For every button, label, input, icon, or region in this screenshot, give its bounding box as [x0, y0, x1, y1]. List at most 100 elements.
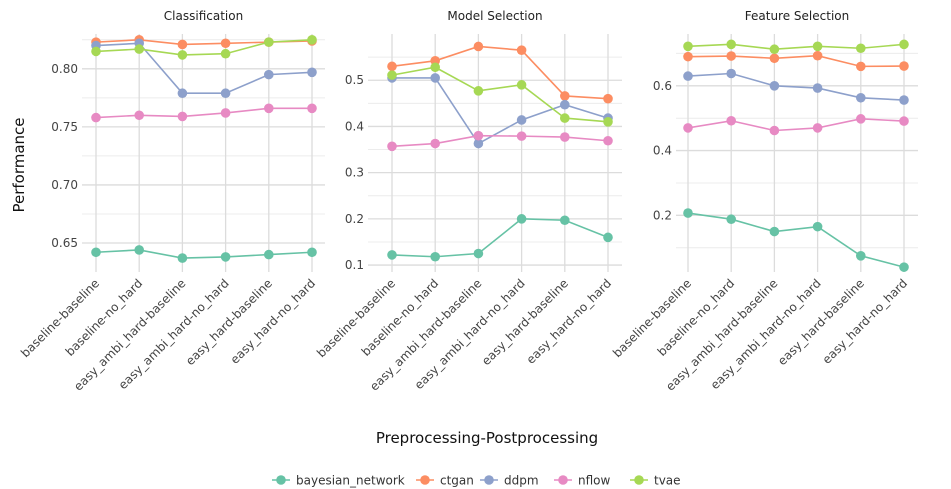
- data-point-bayesian_network: [899, 262, 909, 272]
- y-tick-label: 0.4: [345, 119, 364, 133]
- data-point-nflow: [899, 116, 909, 126]
- x-tick-label: easy_hard-no_hard: [524, 276, 614, 366]
- data-point-bayesian_network: [387, 250, 397, 260]
- data-point-nflow: [683, 123, 693, 133]
- data-point-ctgan: [726, 51, 736, 61]
- y-tick-label: 0.80: [51, 62, 78, 76]
- series-line-bayesian_network: [95, 249, 313, 259]
- x-tick-label: baseline-no_hard: [655, 276, 738, 359]
- legend-label: ctgan: [440, 474, 474, 488]
- data-point-ctgan: [812, 50, 823, 61]
- x-tick-label: baseline-baseline: [18, 276, 102, 360]
- data-point-tvae: [516, 80, 527, 90]
- data-point-tvae: [560, 113, 570, 123]
- series-line-nflow: [391, 134, 609, 148]
- series-line-ddpm: [687, 72, 905, 101]
- x-tick-label: easy_hard-no_hard: [228, 276, 318, 366]
- x-tick-label: baseline-no_hard: [359, 276, 442, 359]
- data-point-ctgan: [473, 41, 484, 52]
- legend-label: ddpm: [504, 474, 539, 488]
- x-tick-label: easy_hard-no_hard: [820, 276, 910, 366]
- x-tick-label: baseline-baseline: [610, 276, 694, 360]
- data-point-tvae: [307, 35, 317, 45]
- y-tick-label: 0.2: [345, 212, 364, 226]
- panel-0: 0.65 0.70 0.75 0.80 Classification baseline-b…: [18, 9, 325, 394]
- data-point-bayesian_network: [560, 215, 570, 226]
- data-point-ctgan: [177, 39, 188, 50]
- data-point-ctgan: [899, 61, 909, 71]
- y-tick-label: 0.5: [345, 73, 364, 87]
- data-point-nflow: [726, 115, 736, 126]
- legend-label: tvae: [654, 474, 681, 488]
- legend-item-bayesian_network: bayesian_network: [272, 474, 405, 488]
- y-axis-label: Performance: [10, 117, 28, 212]
- data-point-tvae: [220, 48, 231, 59]
- data-point-ctgan: [856, 61, 866, 72]
- data-point-bayesian_network: [516, 214, 527, 224]
- panel-2: 0.2 0.4 0.6 Feature Selection baseline-basel…: [610, 9, 918, 394]
- data-point-tvae: [726, 39, 736, 50]
- data-point-tvae: [264, 37, 274, 47]
- data-point-bayesian_network: [769, 226, 780, 237]
- y-tick-label: 0.65: [51, 236, 78, 250]
- series-line-nflow: [687, 118, 905, 132]
- data-point-bayesian_network: [307, 247, 317, 258]
- data-point-bayesian_network: [177, 253, 188, 263]
- series-line-bayesian_network: [391, 218, 609, 258]
- legend-item-ddpm: ddpm: [480, 474, 539, 488]
- series-line-ctgan: [391, 45, 609, 100]
- y-tick-label: 0.1: [345, 258, 364, 272]
- data-point-nflow: [264, 103, 274, 114]
- data-point-ctgan: [603, 93, 613, 104]
- data-point-ddpm: [177, 88, 188, 99]
- data-point-bayesian_network: [812, 221, 823, 232]
- series-line-tvae: [391, 66, 609, 123]
- data-point-tvae: [856, 43, 866, 54]
- data-point-ctgan: [683, 51, 693, 62]
- data-point-ctgan: [220, 38, 231, 49]
- data-point-ddpm: [220, 88, 231, 99]
- data-point-tvae: [430, 62, 441, 73]
- y-tick-label: 0.70: [51, 178, 78, 192]
- data-point-bayesian_network: [264, 249, 274, 260]
- chart-panels: 0.65 0.70 0.75 0.80 Classification baseline-b…: [18, 9, 918, 394]
- data-point-bayesian_network: [683, 208, 693, 218]
- data-point-ctgan: [387, 61, 397, 72]
- data-point-nflow: [560, 132, 570, 142]
- data-point-nflow: [220, 108, 231, 118]
- legend-item-ctgan: ctgan: [416, 474, 474, 488]
- data-point-nflow: [177, 111, 188, 122]
- data-point-bayesian_network: [430, 251, 441, 262]
- series-line-bayesian_network: [687, 212, 905, 268]
- legend-marker: [484, 475, 494, 485]
- series-line-tvae: [687, 43, 905, 51]
- legend-item-nflow: nflow: [554, 474, 611, 488]
- data-point-nflow: [769, 125, 780, 136]
- series-line-tvae: [95, 39, 313, 56]
- data-point-ctgan: [769, 53, 780, 64]
- x-tick-label: baseline-baseline: [314, 276, 398, 360]
- legend-marker: [276, 475, 286, 485]
- data-point-nflow: [430, 138, 441, 149]
- data-point-ctgan: [516, 45, 527, 55]
- data-point-bayesian_network: [473, 248, 484, 259]
- panel-title: Feature Selection: [745, 9, 849, 23]
- data-point-ddpm: [264, 69, 274, 80]
- panel-title: Model Selection: [447, 9, 542, 23]
- data-point-bayesian_network: [91, 247, 101, 258]
- data-point-nflow: [603, 135, 613, 146]
- data-point-tvae: [899, 39, 909, 50]
- data-point-bayesian_network: [220, 252, 231, 262]
- y-tick-label: 0.2: [653, 208, 672, 222]
- y-tick-label: 0.6: [653, 79, 672, 93]
- legend-marker: [420, 475, 430, 485]
- data-point-tvae: [812, 41, 823, 52]
- data-point-tvae: [603, 117, 613, 127]
- series-line-ctgan: [687, 54, 905, 68]
- data-point-ddpm: [812, 83, 823, 93]
- data-point-ddpm: [430, 73, 441, 83]
- data-point-bayesian_network: [134, 245, 144, 255]
- data-point-ddpm: [473, 138, 484, 149]
- data-point-ddpm: [856, 92, 866, 103]
